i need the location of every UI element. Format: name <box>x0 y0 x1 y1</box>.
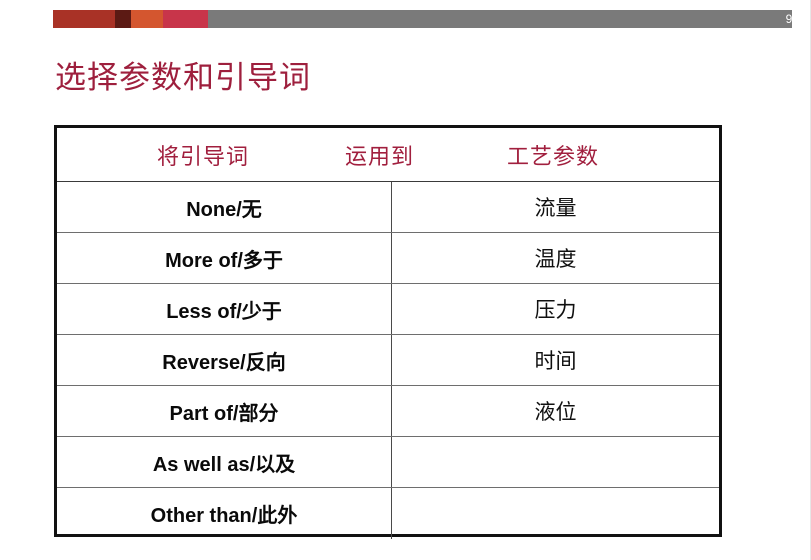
decorative-top-bar <box>53 10 792 28</box>
table-body: None/无 流量 More of/多于 温度 Less of/少于 压力 Reverse/… <box>57 182 719 539</box>
table-row: Part of/部分 液位 <box>57 386 719 437</box>
table-row: None/无 流量 <box>57 182 719 233</box>
cell-process-parameter: 温度 <box>392 233 719 283</box>
guideword-chinese: 多于 <box>242 247 283 272</box>
guideword-english: None/ <box>186 198 242 221</box>
column-header-process-parameter: 工艺参数 <box>507 144 600 170</box>
process-parameter-text: 流量 <box>534 196 577 220</box>
process-parameter-text: 液位 <box>534 400 577 424</box>
cell-guideword: More of/多于 <box>57 233 392 283</box>
cell-process-parameter: 时间 <box>392 335 719 385</box>
bar-segment-crimson <box>163 10 208 28</box>
table-row: Less of/少于 压力 <box>57 284 719 335</box>
table-header-row: 将引导词 运用到 工艺参数 <box>57 128 719 182</box>
guideword-english: Part of/ <box>169 402 239 425</box>
cell-guideword: Less of/少于 <box>57 284 392 334</box>
bar-segment-gray <box>208 10 792 28</box>
cell-process-parameter: 液位 <box>392 386 719 436</box>
cell-guideword: None/无 <box>57 182 392 232</box>
guideword-chinese: 反向 <box>245 349 286 374</box>
cell-guideword: Part of/部分 <box>57 386 392 436</box>
guideword-chinese: 无 <box>241 196 262 221</box>
cell-process-parameter: 压力 <box>392 284 719 334</box>
guideword-english: Less of/ <box>166 300 242 323</box>
guideword-english: Other than/ <box>150 505 258 527</box>
column-header-apply-to: 运用到 <box>345 144 415 170</box>
process-parameter-text: 温度 <box>534 247 577 271</box>
table-row: Other than/此外 <box>57 488 719 539</box>
page-number: 95 <box>785 12 800 26</box>
cell-process-parameter: 流量 <box>392 182 719 232</box>
table-row: More of/多于 温度 <box>57 233 719 284</box>
cell-guideword: Reverse/反向 <box>57 335 392 385</box>
guideword-english: As well as/ <box>152 453 256 476</box>
guideword-chinese: 以及 <box>255 451 296 476</box>
guideword-english: Reverse/ <box>162 351 246 374</box>
guideword-chinese: 此外 <box>257 503 298 527</box>
guideword-parameter-table: 将引导词 运用到 工艺参数 None/无 流量 More of/多于 温度 Less o… <box>54 125 722 539</box>
bar-segment-orange-red <box>131 10 163 28</box>
guideword-english: More of/ <box>165 249 243 272</box>
cell-guideword: As well as/以及 <box>57 437 392 487</box>
process-parameter-text: 压力 <box>534 298 577 322</box>
guideword-chinese: 少于 <box>241 298 282 323</box>
guideword-chinese: 部分 <box>238 400 279 425</box>
cell-process-parameter <box>392 437 719 487</box>
cell-process-parameter <box>392 488 719 539</box>
bar-segment-dark-red <box>53 10 115 28</box>
process-parameter-text: 时间 <box>534 349 577 373</box>
cell-guideword: Other than/此外 <box>57 488 392 539</box>
table-row: As well as/以及 <box>57 437 719 488</box>
column-header-guideword: 将引导词 <box>157 144 250 170</box>
table-row: Reverse/反向 时间 <box>57 335 719 386</box>
bar-segment-maroon <box>115 10 131 28</box>
slide-title: 选择参数和引导词 <box>55 60 311 96</box>
